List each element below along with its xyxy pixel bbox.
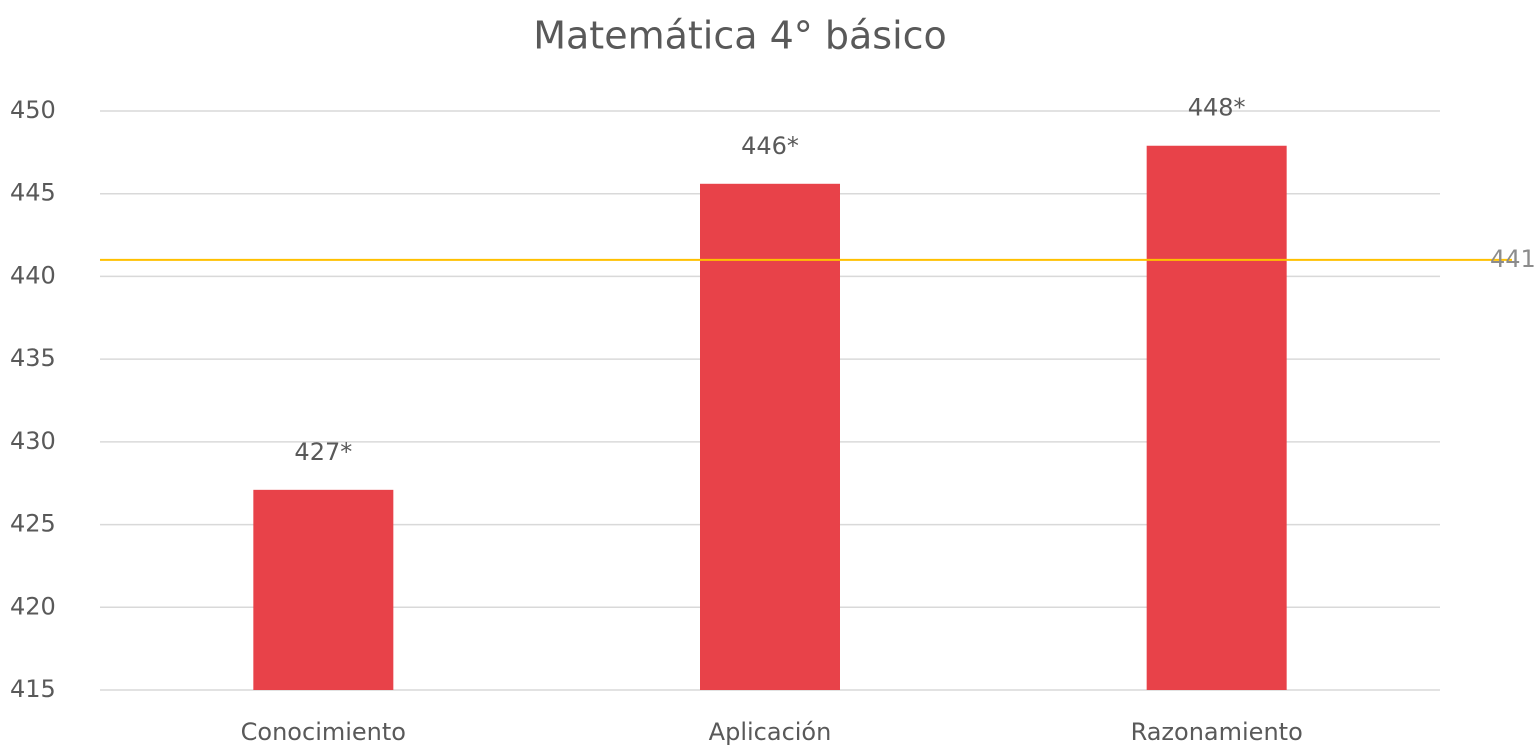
y-tick-label: 450 (10, 96, 56, 124)
value-label: 427* (294, 438, 352, 466)
x-tick-label: Aplicación (709, 718, 832, 746)
y-tick-label: 425 (10, 510, 56, 538)
y-tick-label: 430 (10, 427, 56, 455)
y-tick-label: 445 (10, 179, 56, 207)
bar (1146, 145, 1287, 691)
value-label: 446* (741, 132, 799, 160)
bar (700, 183, 840, 690)
y-tick-label: 420 (10, 592, 56, 620)
y-tick-label: 440 (10, 261, 56, 289)
y-tick-label: 435 (10, 344, 56, 372)
x-tick-label: Conocimiento (241, 718, 406, 746)
value-label: 448* (1188, 94, 1246, 122)
y-tick-label: 415 (10, 675, 56, 703)
chart-title: Matemática 4° básico (533, 14, 947, 58)
x-tick-label: Razonamiento (1131, 718, 1303, 746)
bar (253, 489, 394, 690)
reference-label: 441 (1490, 245, 1536, 273)
